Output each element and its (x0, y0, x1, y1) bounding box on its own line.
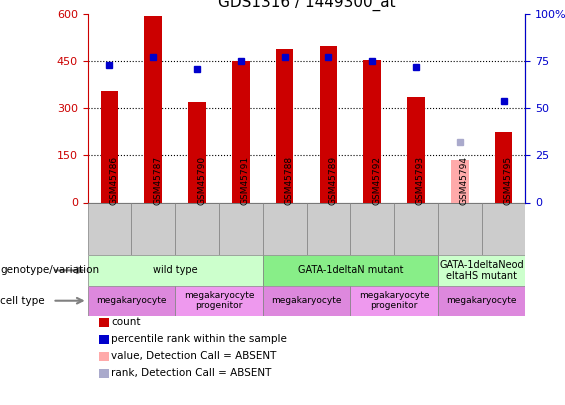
Text: GSM45791: GSM45791 (241, 156, 250, 205)
Text: rank, Detection Call = ABSENT: rank, Detection Call = ABSENT (111, 368, 272, 378)
Title: GDS1316 / 1449300_at: GDS1316 / 1449300_at (218, 0, 396, 11)
Bar (495, 132, 512, 202)
Bar (175, 202, 219, 255)
Bar (101, 91, 118, 202)
Bar (219, 202, 263, 255)
Text: megakaryocyte: megakaryocyte (96, 296, 167, 305)
Bar (438, 202, 481, 255)
Bar (175, 286, 263, 316)
Text: percentile rank within the sample: percentile rank within the sample (111, 334, 287, 344)
Bar (263, 286, 350, 316)
Bar (276, 49, 293, 202)
Text: GSM45788: GSM45788 (285, 156, 294, 205)
Text: cell type: cell type (0, 296, 45, 306)
Bar (131, 202, 175, 255)
Bar (438, 286, 525, 316)
Bar (88, 202, 131, 255)
Bar (88, 255, 263, 286)
Bar (88, 286, 175, 316)
Text: GSM45789: GSM45789 (328, 156, 337, 205)
Bar (232, 61, 250, 202)
Bar (350, 286, 438, 316)
Text: GSM45794: GSM45794 (460, 156, 469, 205)
Bar (481, 202, 525, 255)
Bar (306, 202, 350, 255)
Bar (350, 202, 394, 255)
Text: value, Detection Call = ABSENT: value, Detection Call = ABSENT (111, 351, 277, 361)
Bar (438, 255, 525, 286)
Bar (263, 255, 438, 286)
Text: GSM45795: GSM45795 (503, 156, 512, 205)
Bar (188, 102, 206, 202)
Text: GATA-1deltaNeod
eltaHS mutant: GATA-1deltaNeod eltaHS mutant (440, 260, 524, 281)
Text: GSM45786: GSM45786 (110, 156, 119, 205)
Bar (263, 202, 306, 255)
Text: megakaryocyte: megakaryocyte (271, 296, 342, 305)
Text: GSM45787: GSM45787 (153, 156, 162, 205)
Text: genotype/variation: genotype/variation (0, 265, 99, 275)
Bar (394, 202, 438, 255)
Text: GSM45793: GSM45793 (416, 156, 425, 205)
Text: megakaryocyte: megakaryocyte (446, 296, 517, 305)
Bar (407, 97, 425, 202)
Text: GATA-1deltaN mutant: GATA-1deltaN mutant (298, 265, 403, 275)
Text: GSM45790: GSM45790 (197, 156, 206, 205)
Bar (363, 60, 381, 202)
Text: megakaryocyte
progenitor: megakaryocyte progenitor (184, 291, 254, 310)
Bar (320, 46, 337, 202)
Text: wild type: wild type (153, 265, 197, 275)
Bar (451, 160, 468, 202)
Text: count: count (111, 317, 141, 327)
Bar (145, 16, 162, 202)
Text: megakaryocyte
progenitor: megakaryocyte progenitor (359, 291, 429, 310)
Text: GSM45792: GSM45792 (372, 156, 381, 205)
